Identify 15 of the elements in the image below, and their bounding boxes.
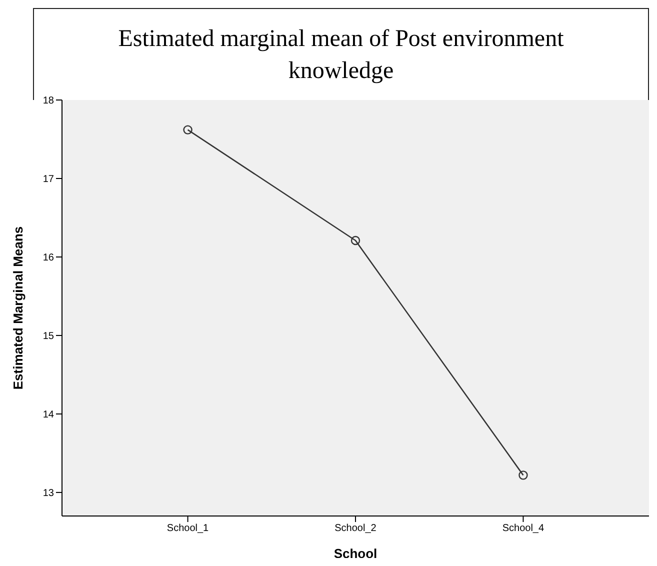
x-axis-title: School (334, 546, 378, 561)
y-tick-label: 16 (42, 252, 54, 264)
x-tick-label: School_2 (334, 523, 377, 534)
point (518, 470, 528, 480)
y-tick-label: 13 (42, 488, 54, 500)
point (350, 236, 360, 246)
x-tick-label: School_4 (502, 523, 544, 534)
y-tick-label: 15 (42, 331, 54, 342)
y-tick-label: 18 (42, 96, 54, 107)
chart-title: Estimated marginal mean of Post environment knowledge (118, 26, 564, 84)
y-tick-label: 17 (42, 174, 54, 186)
y-axis-title: Estimated Marginal Means (10, 226, 26, 390)
y-tick-label: 14 (42, 410, 54, 421)
point (183, 125, 192, 134)
x-tick-label: School_1 (166, 523, 210, 534)
